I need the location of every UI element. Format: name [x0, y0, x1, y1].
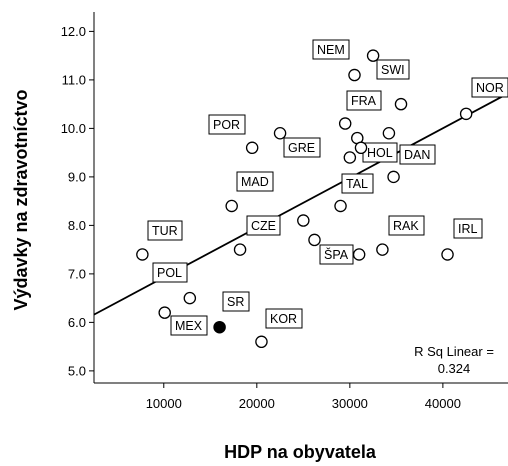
svg-text:ŠPA: ŠPA — [324, 247, 349, 262]
svg-text:MEX: MEX — [175, 319, 203, 333]
svg-text:GRE: GRE — [288, 141, 315, 155]
point-label: SWI — [376, 59, 410, 80]
svg-text:HOL: HOL — [367, 146, 393, 160]
data-point — [366, 49, 380, 62]
data-point — [308, 233, 321, 247]
y-tick-label: 12.0 — [61, 24, 86, 39]
data-point — [459, 107, 473, 121]
data-point — [158, 306, 171, 319]
point-label: IRL — [453, 218, 483, 239]
svg-text:KOR: KOR — [270, 312, 297, 326]
data-point — [233, 243, 247, 256]
point-label: KOR — [265, 308, 303, 329]
x-tick-label: 30000 — [332, 396, 368, 411]
point-label: SR — [222, 291, 250, 312]
data-point — [354, 141, 368, 155]
data-point — [225, 199, 238, 213]
data-point — [255, 335, 268, 349]
data-point — [273, 126, 287, 140]
point-label: NOR — [471, 77, 508, 98]
axes — [93, 12, 508, 384]
svg-text:NEM: NEM — [317, 43, 345, 57]
svg-text:TAL: TAL — [346, 177, 368, 191]
data-point — [136, 248, 149, 261]
point-label: GRE — [283, 137, 321, 158]
svg-text:NOR: NOR — [476, 81, 504, 95]
svg-text:MAD: MAD — [241, 175, 269, 189]
x-tick-label: 10000 — [146, 396, 182, 411]
data-point — [338, 117, 352, 130]
point-label: NEM — [312, 39, 350, 60]
svg-text:CZE: CZE — [251, 219, 276, 233]
y-tick-label: 9.0 — [68, 169, 86, 184]
data-point — [245, 141, 259, 155]
data-point — [394, 97, 408, 111]
point-label: FRA — [346, 90, 382, 111]
data-point — [334, 199, 347, 213]
y-tick-label: 8.0 — [68, 218, 86, 233]
data-point — [343, 151, 357, 164]
y-ticks: 5.0 6.0 7.0 8.0 9.0 10.0 11.0 12.0 — [61, 24, 94, 378]
svg-text:FRA: FRA — [351, 94, 377, 108]
data-point — [352, 248, 366, 261]
point-labels: NEM SWI NOR FRA POR GRE HOL DAN MAD TAL TUR CZE ŠPA R… — [147, 39, 508, 336]
x-axis-title: HDP na obyvatela — [224, 442, 377, 462]
r-squared-label: R Sq Linear = — [414, 344, 494, 359]
svg-text:POL: POL — [157, 266, 182, 280]
point-label: MAD — [236, 171, 274, 192]
point-label: DAN — [399, 144, 436, 165]
highlighted-data-point — [213, 320, 226, 334]
data-point — [441, 248, 454, 261]
y-axis-title: Výdavky na zdravotníctvo — [11, 89, 31, 310]
data-point — [387, 170, 400, 184]
data-point — [297, 214, 310, 227]
x-ticks: 10000 20000 30000 40000 — [146, 383, 461, 411]
y-tick-label: 11.0 — [62, 72, 86, 87]
svg-text:SR: SR — [227, 295, 244, 309]
data-points — [136, 49, 473, 349]
y-tick-label: 6.0 — [68, 315, 86, 330]
point-label: TUR — [147, 220, 183, 241]
data-point — [382, 126, 396, 140]
point-label: TAL — [341, 173, 374, 194]
point-label: POR — [208, 114, 246, 135]
svg-text:DAN: DAN — [404, 148, 430, 162]
point-label: HOL — [362, 142, 398, 163]
y-tick-label: 10.0 — [61, 121, 86, 136]
r-squared-value: 0.324 — [438, 361, 471, 376]
svg-text:TUR: TUR — [152, 224, 178, 238]
svg-text:SWI: SWI — [381, 63, 405, 77]
point-label: CZE — [246, 215, 281, 236]
point-label: RAK — [388, 215, 425, 236]
x-tick-label: 20000 — [239, 396, 275, 411]
svg-text:IRL: IRL — [458, 222, 478, 236]
svg-text:POR: POR — [213, 118, 240, 132]
x-tick-label: 40000 — [425, 396, 461, 411]
data-point — [376, 243, 389, 256]
y-tick-label: 5.0 — [68, 363, 86, 378]
svg-text:RAK: RAK — [393, 219, 419, 233]
y-tick-label: 7.0 — [68, 266, 86, 281]
point-label: MEX — [170, 315, 208, 336]
data-point — [348, 68, 361, 82]
data-point — [183, 291, 197, 305]
point-label: ŠPA — [319, 244, 354, 265]
point-label: POL — [152, 262, 188, 283]
